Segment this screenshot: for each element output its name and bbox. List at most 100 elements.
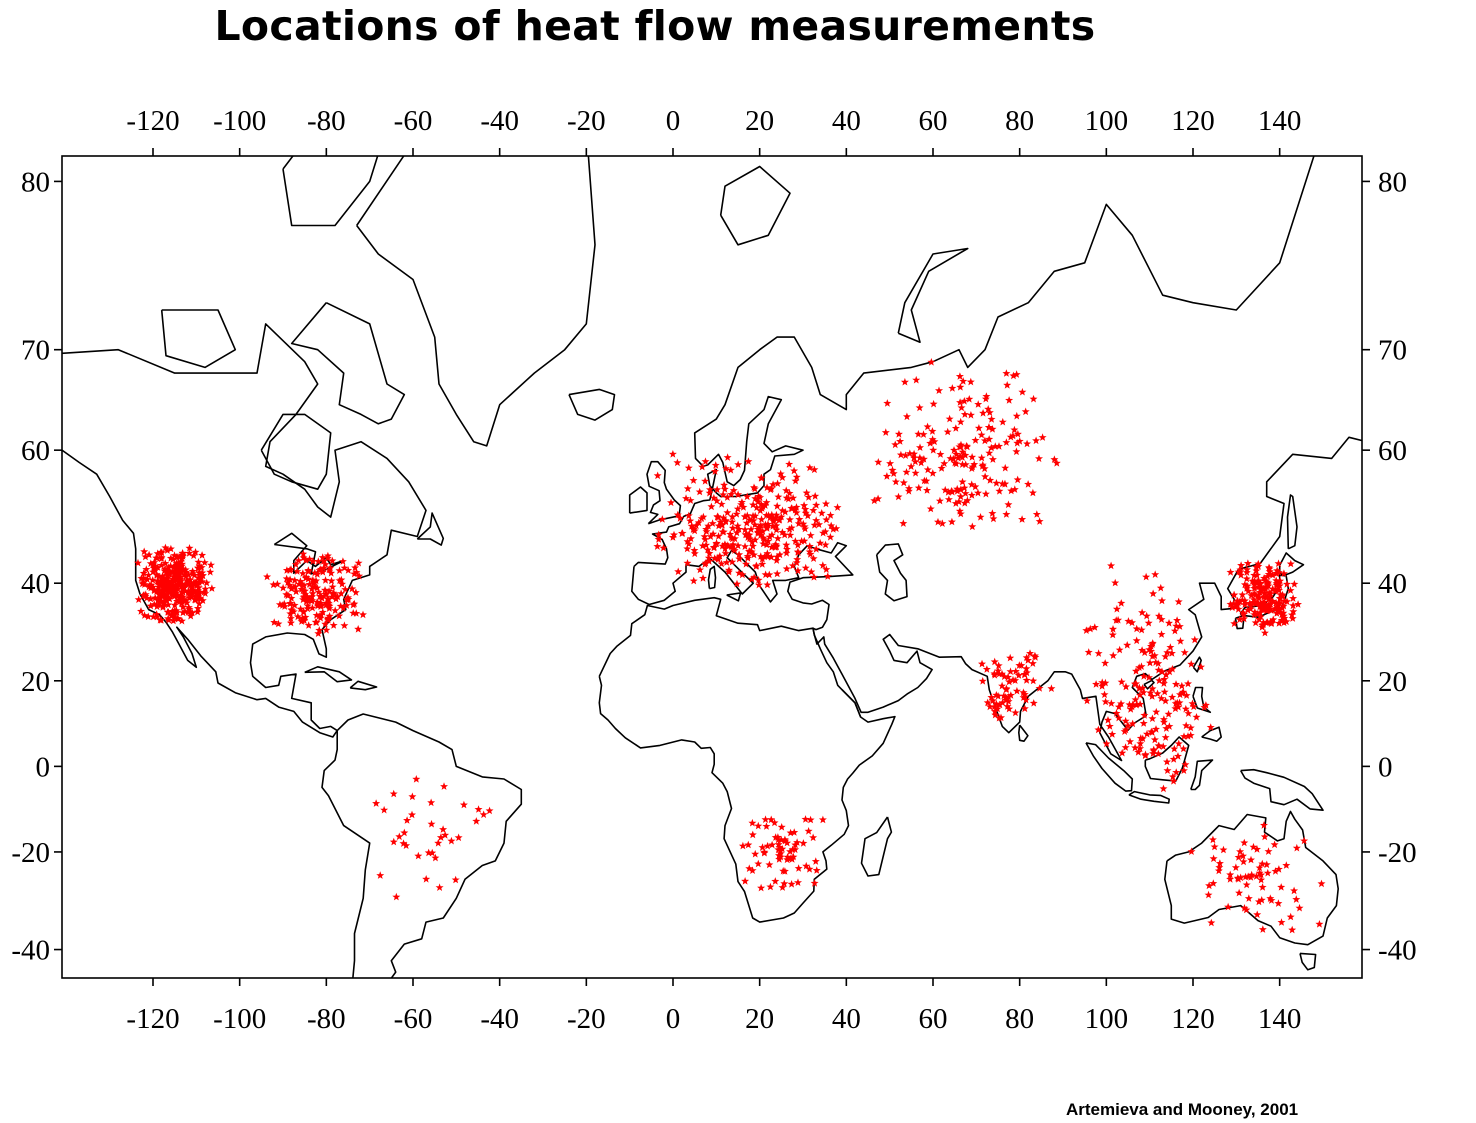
heat-flow-point <box>349 609 358 617</box>
heat-flow-point <box>180 583 189 591</box>
heat-flow-point <box>1260 832 1269 841</box>
heat-flow-point <box>976 513 985 521</box>
heat-flow-point <box>749 511 757 520</box>
heat-flow-point <box>313 598 322 606</box>
heat-flow-point <box>140 547 149 556</box>
heat-flow-point <box>741 512 750 521</box>
heat-flow-point <box>1000 672 1009 681</box>
heat-flow-point <box>960 397 969 405</box>
heat-flow-point <box>191 548 200 556</box>
heat-flow-point <box>1172 768 1181 776</box>
heat-flow-point <box>313 570 322 578</box>
heat-flow-point <box>402 841 411 849</box>
heat-flow-point <box>670 530 678 539</box>
heat-flow-point <box>1157 615 1166 623</box>
heat-flow-point <box>816 538 825 547</box>
heat-flow-point <box>153 602 161 611</box>
heat-flow-point <box>1117 599 1126 607</box>
heat-flow-point <box>1047 684 1056 692</box>
heat-flow-point <box>951 499 960 507</box>
heat-flow-point <box>1010 485 1019 493</box>
heat-flow-point <box>1001 463 1010 472</box>
heat-flow-point <box>782 493 791 502</box>
heat-flow-point <box>743 511 752 519</box>
heat-flow-point <box>1140 648 1149 657</box>
heat-flow-point <box>1148 640 1157 649</box>
heat-flow-point <box>153 563 162 571</box>
heat-flow-point <box>1138 646 1146 654</box>
heat-flow-point <box>1235 615 1244 623</box>
heat-flow-point <box>927 358 936 366</box>
heat-flow-point <box>761 570 770 579</box>
heat-flow-point <box>1254 594 1263 602</box>
heat-flow-point <box>684 511 693 520</box>
heat-flow-point <box>301 590 310 598</box>
heat-flow-point <box>780 867 789 875</box>
heat-flow-point <box>775 515 784 524</box>
heat-flow-point <box>170 592 179 600</box>
coastline-iceland <box>568 388 616 421</box>
heat-flow-point <box>1004 697 1013 705</box>
heat-flow-point <box>765 860 774 869</box>
heat-flow-point <box>765 532 774 541</box>
heat-flow-point <box>316 602 325 610</box>
heat-flow-point <box>1159 742 1168 750</box>
heat-flow-point <box>910 449 918 458</box>
bottom-longitude-labels: -120 -100 -80 -60 -40 -20 0 20 40 60 80 100 120 140 <box>126 1003 1301 1035</box>
heat-flow-point <box>323 554 332 562</box>
heat-flow-point <box>1190 635 1199 644</box>
heat-flow-point <box>351 563 360 572</box>
heat-flow-point <box>193 607 202 616</box>
lon-label-top: -120 <box>126 105 179 137</box>
coastline-borneo <box>1144 736 1190 782</box>
heat-flow-point <box>1247 870 1256 879</box>
heat-flow-point <box>287 584 296 593</box>
heat-flow-point <box>1274 865 1283 873</box>
heat-flow-point <box>958 477 967 486</box>
heat-flow-point <box>786 828 795 837</box>
heat-flow-point <box>905 484 913 492</box>
heat-flow-point <box>804 827 813 835</box>
heat-flow-point <box>170 601 179 609</box>
heat-flow-point <box>1171 699 1180 707</box>
heat-flow-point <box>1257 875 1266 884</box>
heat-flow-point <box>1256 612 1265 621</box>
heat-flow-point <box>274 619 283 628</box>
heat-flow-point <box>965 395 974 403</box>
heat-flow-point <box>809 554 818 562</box>
heat-flow-point <box>1149 745 1158 754</box>
heat-flow-point <box>207 584 216 592</box>
heat-flow-point <box>1161 733 1170 741</box>
heat-flow-point <box>793 838 802 846</box>
heat-flow-point <box>1240 580 1249 589</box>
heat-flow-point <box>990 657 999 666</box>
heat-flow-point <box>704 553 713 562</box>
heat-flow-point <box>792 503 801 511</box>
heat-flow-point <box>178 560 186 568</box>
heat-flow-point <box>1279 611 1288 620</box>
heat-flow-point <box>1207 918 1216 927</box>
heat-flow-point <box>1184 732 1192 740</box>
heat-flow-point <box>335 611 344 620</box>
heat-flow-point <box>182 572 190 581</box>
heat-flow-point <box>1241 872 1250 881</box>
heat-flow-point <box>741 525 749 534</box>
heat-flow-point <box>956 417 965 426</box>
heat-flow-point <box>689 576 698 585</box>
heat-flow-point <box>803 511 812 520</box>
heat-flow-point <box>1142 611 1151 620</box>
heat-flow-point <box>907 462 916 470</box>
heat-flow-point <box>756 521 765 529</box>
heat-flow-point <box>325 602 334 610</box>
heat-flow-point <box>1250 610 1259 619</box>
heat-flow-point <box>1184 679 1192 688</box>
heat-flow-point <box>914 483 923 492</box>
heat-flow-point <box>1137 662 1146 670</box>
heat-flow-point <box>748 538 757 546</box>
coastline-hudson-bay-inner <box>260 413 332 491</box>
heat-flow-point <box>721 544 730 553</box>
heat-flow-point <box>912 375 921 384</box>
heat-flow-point <box>654 530 663 539</box>
heat-flow-point <box>287 605 296 614</box>
heat-flow-point <box>822 515 831 524</box>
